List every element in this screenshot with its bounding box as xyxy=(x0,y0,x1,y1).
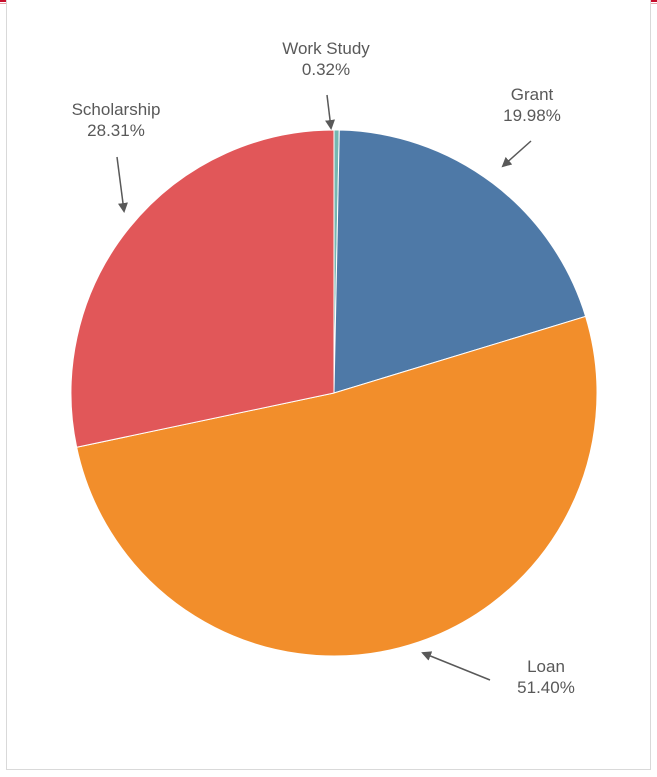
pie-slice-scholarship xyxy=(70,129,335,448)
slice-label-loan: Loan xyxy=(527,657,565,676)
leader-line-grant xyxy=(501,140,532,168)
slice-value-work-study: 0.32% xyxy=(302,60,350,79)
slice-label-grant: Grant xyxy=(511,85,554,104)
slice-value-loan: 51.40% xyxy=(517,678,575,697)
leader-lines xyxy=(116,94,532,681)
slice-label-work-study: Work Study xyxy=(282,39,370,58)
pie-slice-grant xyxy=(333,129,587,394)
slice-value-grant: 19.98% xyxy=(503,106,561,125)
pie-slice-loan xyxy=(76,315,598,657)
pie-slices xyxy=(70,129,598,657)
slice-labels: Work Study 0.32% Grant 19.98% Loan 51.40% Scho… xyxy=(72,39,575,697)
slice-value-scholarship: 28.31% xyxy=(87,121,145,140)
leader-line-loan xyxy=(421,651,491,681)
leader-line-work-study xyxy=(325,94,336,130)
leader-line-scholarship xyxy=(116,156,128,213)
slice-label-scholarship: Scholarship xyxy=(72,100,161,119)
